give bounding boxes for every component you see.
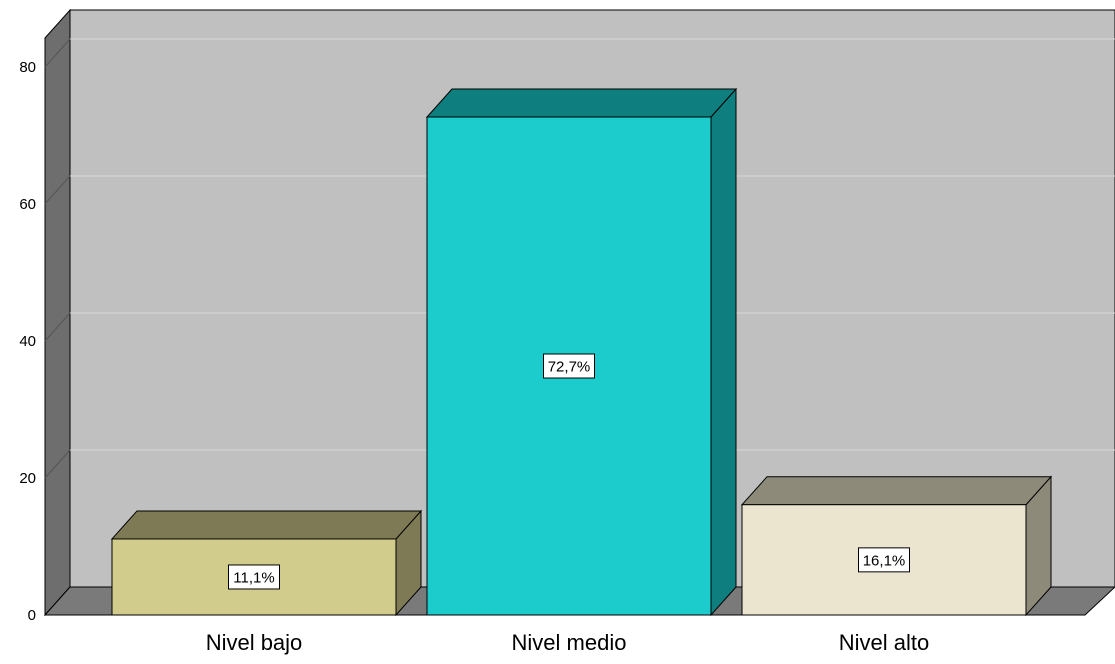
data-label-box-3 <box>858 547 910 573</box>
data-label-3: 16,1% <box>863 552 906 569</box>
bar-3 <box>740 475 1053 617</box>
gridline-wall-40 <box>44 312 71 342</box>
bar-top <box>425 88 738 118</box>
y-tick-label-0: 0 <box>28 607 36 624</box>
left-wall <box>44 8 71 617</box>
y-tick-label-80: 80 <box>19 59 36 76</box>
bar-top <box>740 476 1053 506</box>
data-label-box-2 <box>543 353 595 379</box>
y-tick-label-60: 60 <box>19 196 36 213</box>
bar-2 <box>425 87 738 617</box>
category-label-2: Nivel medio <box>512 630 627 655</box>
bar-top <box>110 510 423 540</box>
bar-side <box>710 87 737 617</box>
category-label-3: Nivel alto <box>839 630 929 655</box>
gridline-wall-20 <box>44 449 71 479</box>
data-label-1: 11,1% <box>233 569 274 586</box>
bar-1 <box>110 509 423 617</box>
y-tick-label-20: 20 <box>19 470 36 487</box>
gridline-wall-60 <box>44 175 71 205</box>
data-label-box-1 <box>228 564 280 590</box>
y-tick-label-40: 40 <box>19 333 36 350</box>
data-label-2: 72,7% <box>548 359 591 376</box>
gridline-wall-80 <box>44 38 71 68</box>
category-label-1: Nivel bajo <box>206 630 303 655</box>
